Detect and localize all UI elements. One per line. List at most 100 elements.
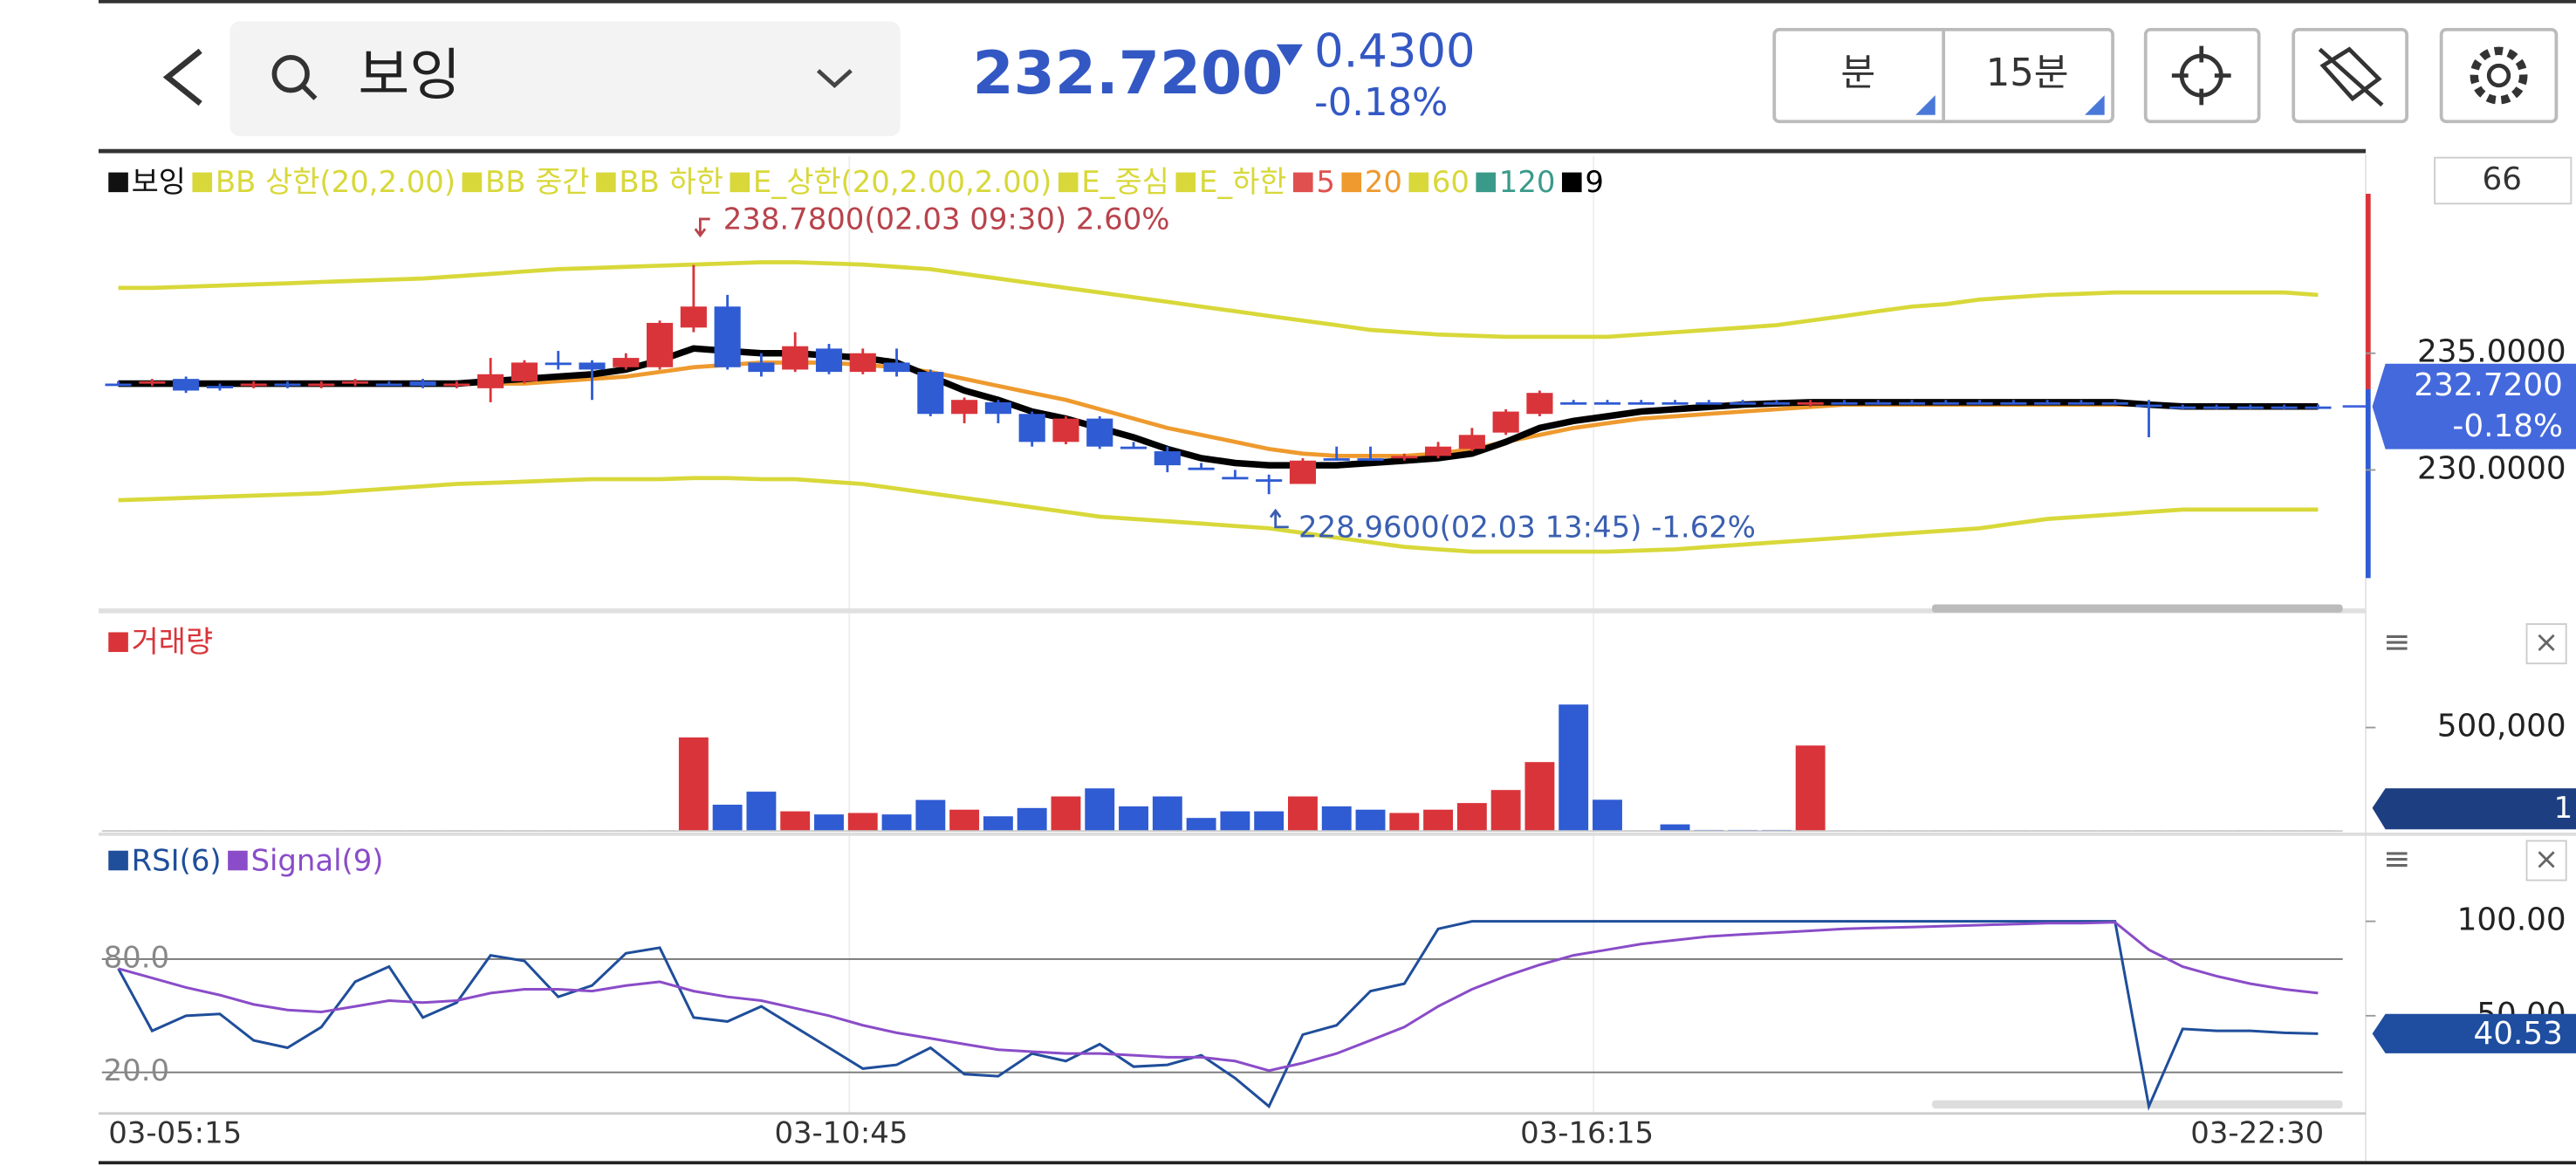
current-rsi-label: 40.53: [2474, 1016, 2563, 1052]
legend-marker: [108, 172, 128, 193]
legend-marker: [730, 172, 750, 193]
stock-name: 보잉: [358, 44, 461, 108]
note-arrow: [694, 217, 710, 238]
legend-marker: [108, 632, 128, 653]
legend-marker: [1341, 172, 1362, 193]
candle-body: [409, 381, 436, 387]
candle-body: [105, 383, 132, 387]
scrollbar[interactable]: [1932, 604, 2343, 613]
candle-body: [1560, 401, 1587, 405]
price-change-pct: -0.18%: [1314, 81, 1448, 125]
legend-marker: [462, 172, 483, 193]
current-price-box: [2372, 363, 2576, 449]
candle-body: [917, 372, 944, 415]
candle-body: [1086, 418, 1113, 447]
top-box[interactable]: [2434, 156, 2573, 205]
candle-body: [2067, 401, 2095, 405]
price-change: 0.4300: [1314, 25, 1475, 79]
crosshair-icon: [2171, 45, 2231, 106]
candle-body: [2169, 406, 2196, 409]
volume-bar: [1220, 811, 1250, 832]
close-button[interactable]: [2525, 623, 2567, 665]
volume-bar: [1593, 799, 1622, 832]
current-price-label: 232.7200: [2414, 367, 2563, 403]
volume-bar: [1051, 796, 1081, 832]
settings-button[interactable]: [2439, 27, 2559, 124]
legend-marker: [108, 850, 128, 871]
candle-body: [1797, 401, 1824, 405]
y-tick-label: 20.0: [104, 1053, 169, 1087]
candle-body: [680, 306, 707, 328]
top-box-text: 66: [2483, 161, 2523, 197]
candle-body: [748, 362, 775, 373]
volume-bar: [1085, 788, 1115, 832]
volume-bar: [1795, 745, 1826, 832]
volume-bar: [678, 737, 709, 832]
candle-body: [1763, 401, 1790, 405]
volume-bar: [1119, 806, 1148, 832]
candle-body: [2000, 401, 2027, 405]
candle-body: [2271, 406, 2298, 409]
candle-body: [1256, 479, 1283, 482]
period-unit[interactable]: 분: [1840, 51, 1875, 95]
volume-bar: [915, 799, 946, 832]
candle-body: [2203, 406, 2230, 409]
candle-body: [443, 383, 470, 387]
volume-bar: [881, 814, 912, 832]
candle-body: [1865, 401, 1892, 405]
candle-body: [139, 381, 166, 384]
candle-body: [477, 374, 504, 388]
candle-body: [883, 362, 910, 373]
candle-body: [2237, 406, 2264, 409]
candle-body: [714, 306, 741, 367]
volume-bar: [1660, 824, 1690, 832]
search-icon: [300, 83, 318, 100]
legend-marker: [1058, 172, 1079, 193]
period-value[interactable]: 15분: [1986, 51, 2069, 95]
candle-body: [1289, 460, 1317, 484]
overlay-line: [118, 476, 2319, 554]
candle-body: [2135, 404, 2162, 408]
crosshair-button[interactable]: [2143, 27, 2261, 124]
settings-icon: [2470, 46, 2528, 105]
candle-body: [308, 383, 335, 387]
scrollbar[interactable]: [1932, 1100, 2343, 1109]
candle-body: [613, 358, 640, 367]
legend-label: 20: [1365, 165, 1402, 199]
current-price: 232.7200: [973, 38, 1284, 107]
down-triangle: [1276, 44, 1303, 66]
volume-bar: [1152, 796, 1182, 832]
dropdown-arrow[interactable]: [816, 69, 853, 89]
back-button[interactable]: [162, 48, 202, 106]
search-icon: [271, 55, 310, 93]
candle-body: [173, 379, 200, 391]
close-button[interactable]: [2525, 840, 2567, 881]
menu-icon[interactable]: ≡: [2383, 840, 2411, 878]
candle-body: [1323, 458, 1350, 461]
candle-body: [1391, 456, 1418, 459]
volume-bar: [780, 811, 811, 832]
volume-bar: [1423, 809, 1454, 832]
candle-body: [545, 362, 572, 366]
search-box[interactable]: [230, 21, 901, 137]
legend-label: 5: [1316, 165, 1335, 199]
price-range-up: [2366, 194, 2371, 389]
menu-icon[interactable]: ≡: [2383, 622, 2411, 661]
x-tick-label: 03-16:15: [1520, 1116, 1654, 1150]
indicator-line: [118, 921, 2319, 1073]
candle-body: [849, 353, 876, 373]
legend-marker: [1408, 172, 1429, 193]
price-range-down: [2366, 388, 2371, 579]
candle-body: [1018, 414, 1045, 442]
volume-bar: [746, 792, 777, 832]
close-icon: ×: [2534, 842, 2559, 876]
volume-bar: [983, 816, 1013, 832]
candle-body: [1222, 477, 1249, 480]
candle-body: [782, 346, 809, 370]
candle-body: [206, 386, 233, 388]
legend-label: BB 중간: [485, 165, 590, 199]
candle-body: [984, 401, 1011, 415]
candle-body: [375, 383, 402, 387]
corner-mark: [2085, 95, 2105, 115]
